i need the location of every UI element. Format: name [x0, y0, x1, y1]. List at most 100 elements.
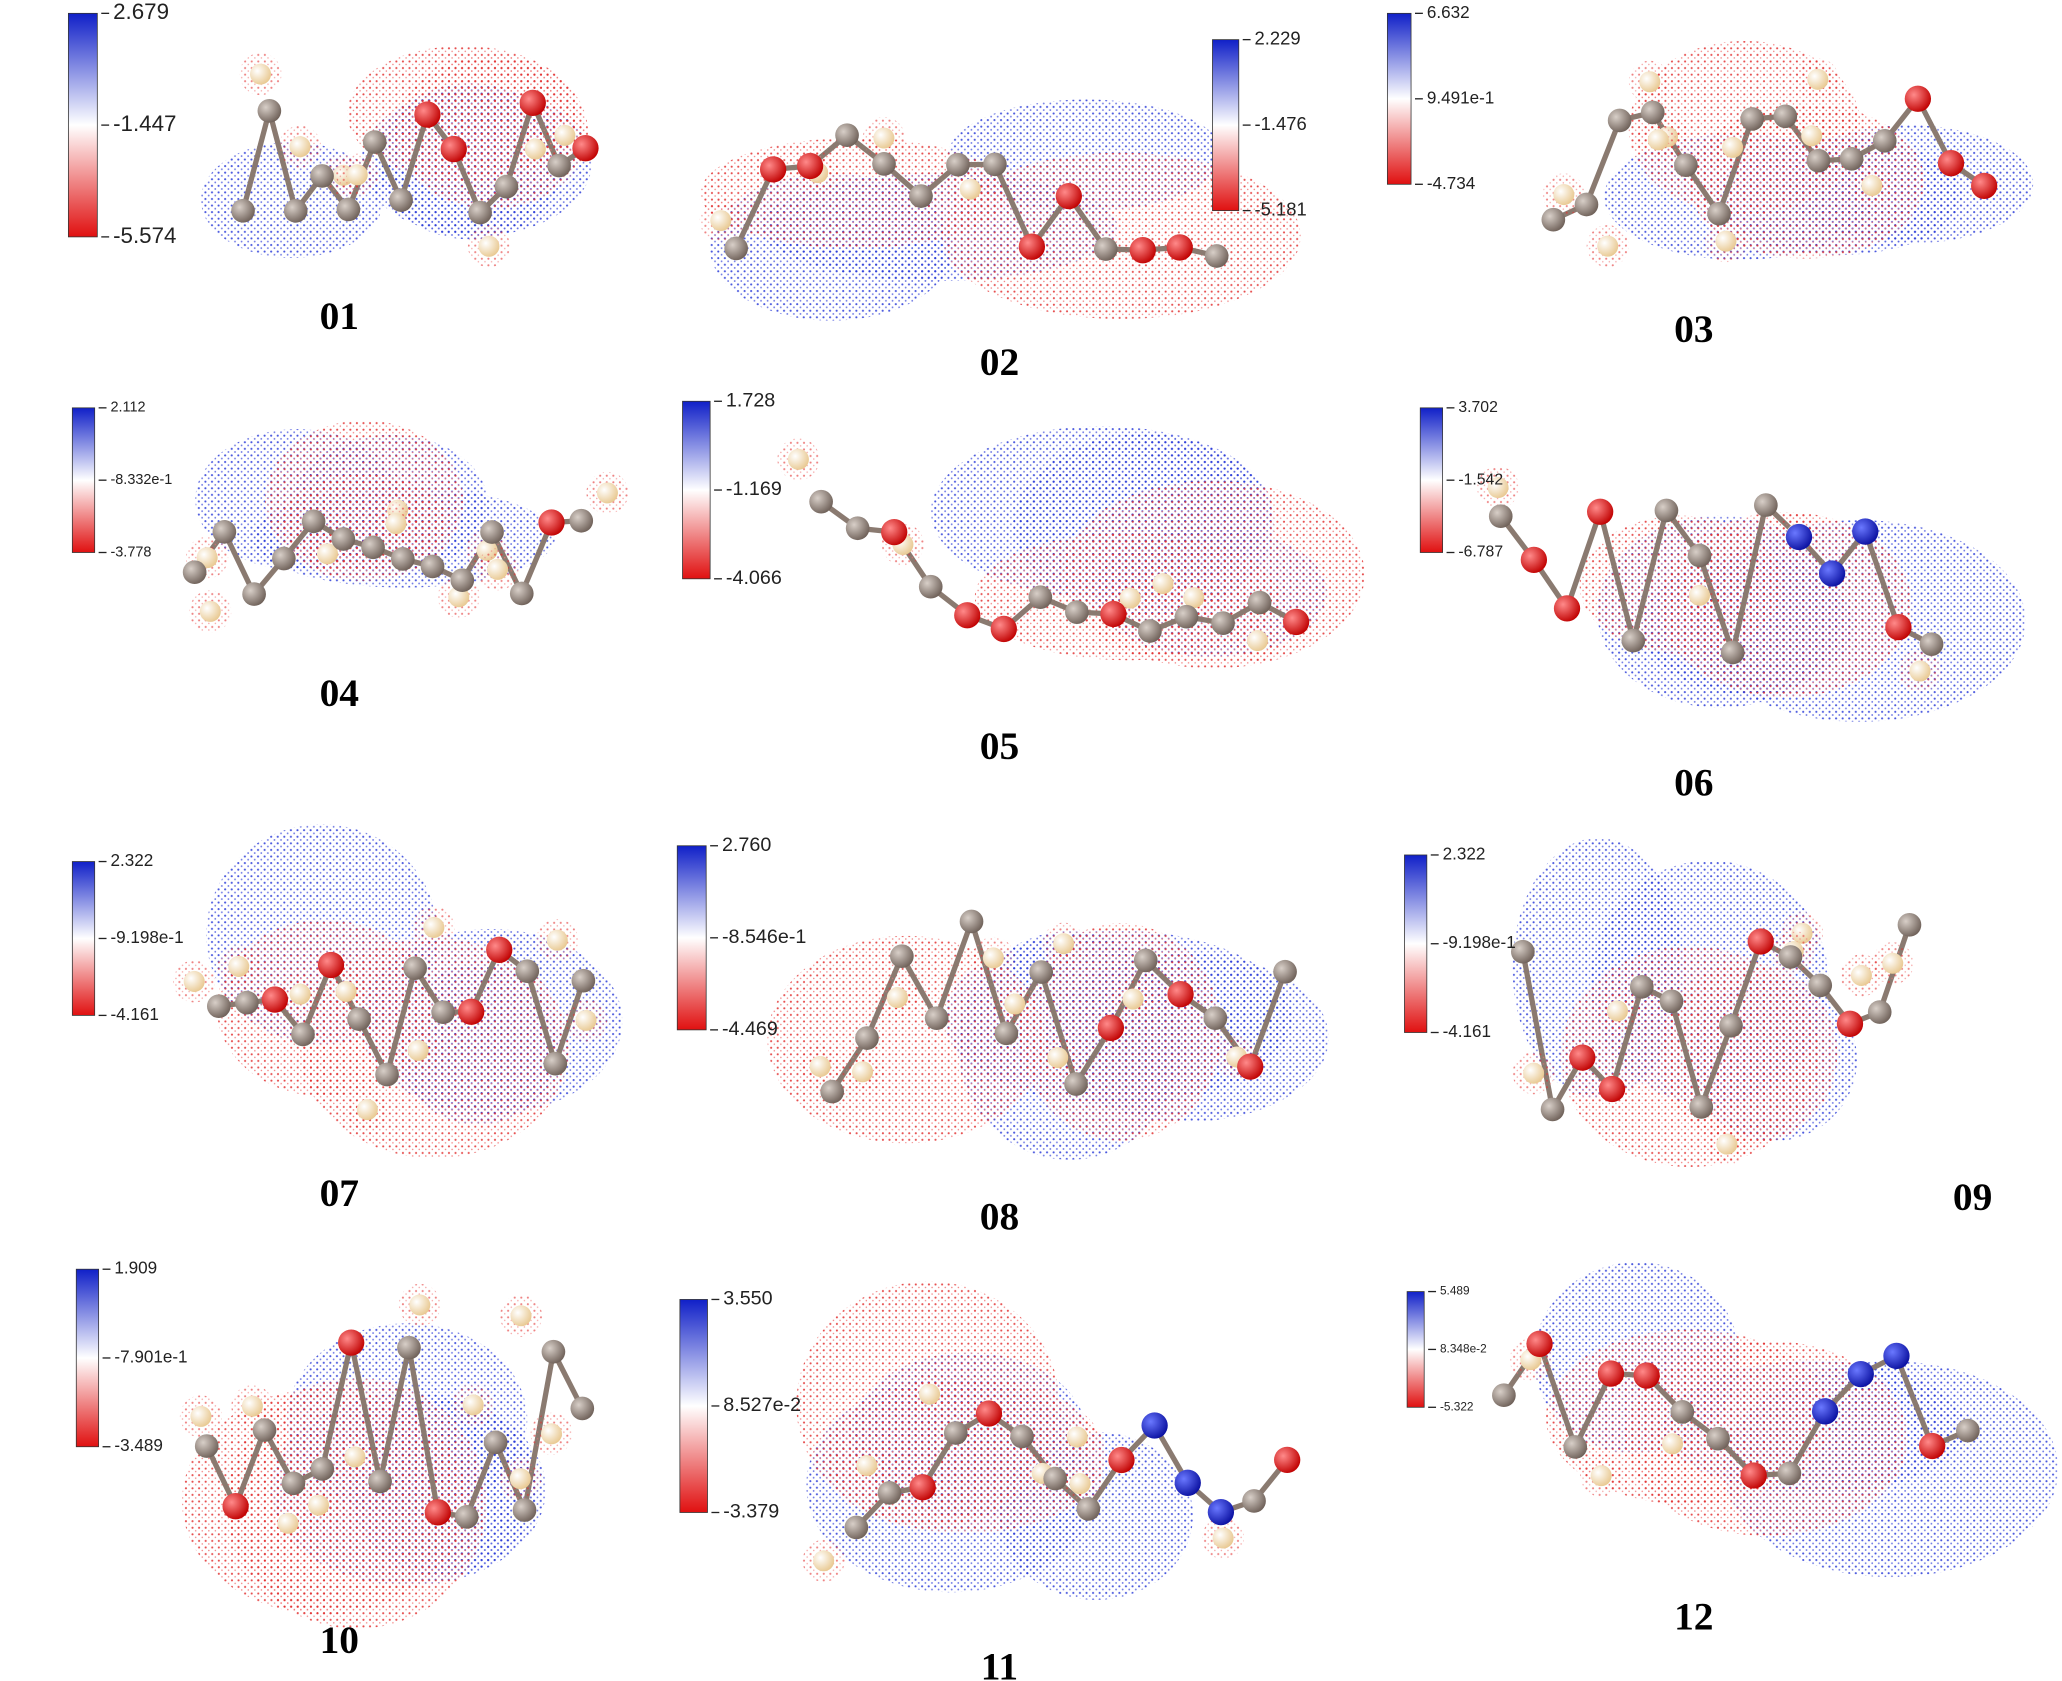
- carbon-atom: [541, 1339, 566, 1364]
- panel: 5.489 8.348e-2 -5.322 12: [1406, 1262, 2059, 1638]
- oxygen-atom: [1569, 1044, 1596, 1071]
- hydrogen-atom: [1122, 988, 1144, 1010]
- hydrogen-atom: [540, 1423, 563, 1445]
- hydrogen-atom: [487, 558, 509, 580]
- carbon-atom: [1740, 107, 1765, 131]
- panel-label: 06: [1674, 761, 1713, 805]
- carbon-atom: [959, 909, 984, 934]
- hydrogen-atom: [1882, 952, 1904, 974]
- oxygen-atom: [1018, 233, 1046, 260]
- oxygen-atom: [1885, 613, 1912, 641]
- carbon-atom: [1689, 1095, 1714, 1119]
- molecule-surface: [796, 1281, 1301, 1600]
- carbon-atom: [368, 1469, 392, 1494]
- carbon-atom: [231, 198, 255, 223]
- panel-label: 05: [980, 724, 1019, 768]
- hydrogen-atom: [1066, 1426, 1088, 1448]
- colorbar-label: 2.760: [722, 834, 771, 856]
- nitrogen-atom: [1847, 1360, 1874, 1388]
- hydrogen-atom: [409, 1294, 431, 1316]
- colorbar-label: -5.181: [1255, 198, 1307, 219]
- carbon-atom: [480, 520, 504, 544]
- carbon-atom: [1867, 1000, 1892, 1024]
- carbon-atom: [924, 1006, 949, 1031]
- nitrogen-atom: [1883, 1342, 1910, 1370]
- bond: [524, 970, 558, 1065]
- bond: [1862, 530, 1901, 628]
- hydrogen-atom: [249, 63, 272, 85]
- oxygen-atom: [572, 135, 599, 162]
- hydrogen-atom: [289, 136, 311, 158]
- bond: [266, 110, 299, 212]
- hydrogen-atom: [856, 1455, 878, 1477]
- carbon-atom: [1028, 585, 1053, 609]
- oxygen-atom: [796, 152, 824, 180]
- oxygen-atom: [1282, 608, 1310, 636]
- molecule-surface: [200, 45, 599, 268]
- carbon-atom: [845, 516, 870, 541]
- hydrogen-atom: [344, 1446, 366, 1468]
- oxygen-atom: [881, 518, 908, 546]
- carbon-atom: [1043, 1466, 1068, 1491]
- carbon-atom: [855, 1026, 879, 1050]
- carbon-atom: [1872, 128, 1897, 153]
- panel-label: 02: [980, 340, 1019, 384]
- bond: [1597, 511, 1636, 642]
- colorbar: [1404, 854, 1428, 1033]
- panel-label: 03: [1674, 307, 1713, 351]
- colorbar-label: 9.491e-1: [1427, 88, 1494, 107]
- hydrogen-atom: [959, 178, 981, 200]
- carbon-atom: [1754, 493, 1778, 517]
- oxygen-atom: [759, 156, 787, 183]
- bond: [1728, 940, 1764, 1027]
- oxygen-atom: [338, 1329, 365, 1356]
- carbon-atom: [1010, 1424, 1034, 1449]
- carbon-atom: [1133, 948, 1158, 973]
- hydrogen-atom: [1487, 477, 1509, 499]
- oxygen-atom: [1520, 546, 1548, 573]
- carbon-atom: [1174, 604, 1199, 629]
- carbon-atom: [1211, 611, 1235, 635]
- bond: [1698, 1024, 1734, 1108]
- carbon-atom: [943, 1421, 968, 1445]
- colorbar-label: -3.379: [723, 1501, 779, 1523]
- colorbar: [1386, 12, 1412, 185]
- oxygen-atom: [1919, 1432, 1946, 1460]
- carbon-atom: [890, 944, 914, 969]
- carbon-atom: [844, 1515, 869, 1540]
- colorbar-label: -7.901e-1: [114, 1347, 187, 1366]
- carbon-atom: [283, 199, 308, 223]
- carbon-atom: [242, 582, 266, 606]
- hydrogen-atom: [478, 235, 500, 257]
- panel-label: 11: [981, 1644, 1018, 1681]
- oxygen-atom: [538, 509, 565, 536]
- carbon-atom: [420, 554, 445, 579]
- bond: [1564, 510, 1603, 610]
- panel: 2.229 -1.476 -5.181 02: [699, 27, 1307, 384]
- bond: [233, 1429, 267, 1508]
- colorbar-label: -1.542: [1458, 471, 1503, 488]
- oxygen-atom: [1970, 172, 1998, 199]
- carbon-atom: [291, 1022, 315, 1047]
- hydrogen-atom: [1152, 573, 1174, 595]
- carbon-atom: [569, 508, 594, 533]
- colorbar: [75, 1268, 100, 1448]
- panel: 2.112 -8.332e-1 -3.778 04: [71, 400, 629, 715]
- carbon-atom: [468, 200, 492, 225]
- hydrogen-atom: [277, 1512, 299, 1534]
- carbon-atom: [390, 547, 415, 571]
- carbon-atom: [1247, 590, 1272, 615]
- hydrogen-atom: [1807, 68, 1829, 90]
- hydrogen-atom: [228, 955, 250, 977]
- carbon-atom: [182, 560, 207, 585]
- panel: 3.702 -1.542 -6.787 06: [1419, 399, 2026, 805]
- oxygen-atom: [1167, 981, 1194, 1008]
- carbon-atom: [724, 236, 749, 261]
- hydrogen-atom: [1183, 587, 1205, 609]
- hydrogen-atom: [183, 970, 205, 992]
- panel-label: 01: [320, 294, 359, 338]
- panel-label: 04: [320, 671, 359, 715]
- molecule-surface: [699, 99, 1301, 321]
- oxygen-atom: [1108, 1446, 1135, 1474]
- bond: [1894, 1354, 1935, 1447]
